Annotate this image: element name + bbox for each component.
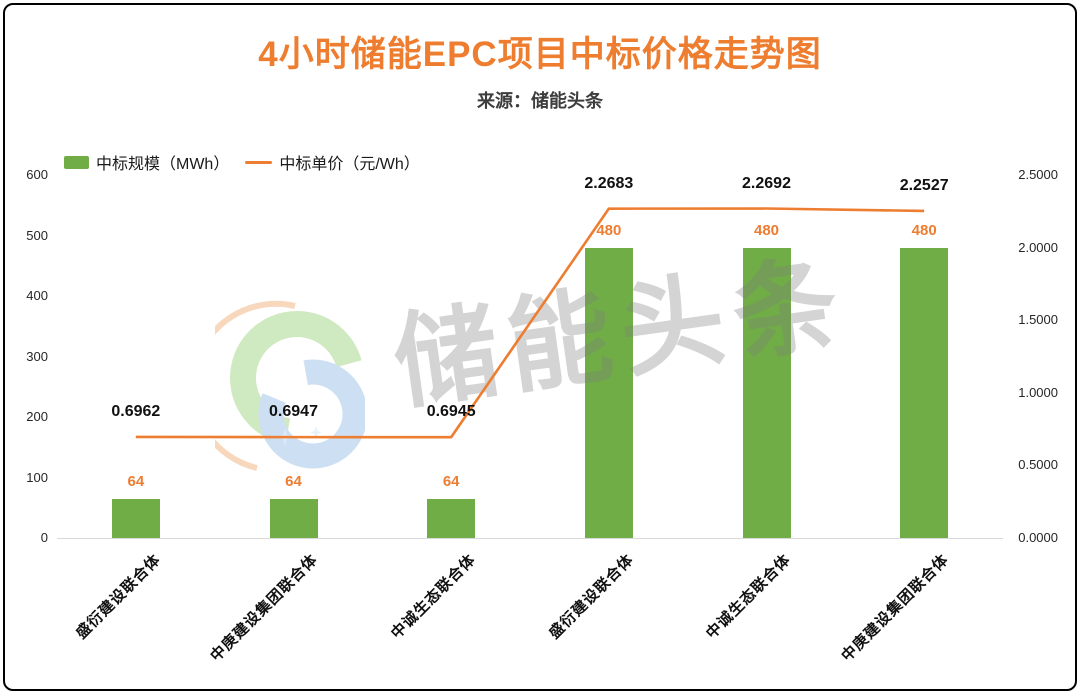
bar [742, 247, 791, 538]
bar-value-label: 64 [127, 473, 145, 491]
x-axis-label: 盛衍建设联合体 [545, 551, 637, 643]
y-axis-tick-right: 0.5000 [1018, 457, 1058, 473]
x-axis-label: 中庚建设集团联合体 [207, 551, 322, 665]
x-axis-label: 中庚建设集团联合体 [838, 551, 953, 665]
bar-series-swatch-icon [64, 155, 89, 169]
line-point-label: 2.2527 [899, 176, 949, 194]
y-axis-tick-left: 0 [40, 530, 48, 545]
y-axis-tick-right: 2.0000 [1018, 239, 1058, 255]
legend-item-bar-series: 中标规模（MWh） [64, 150, 229, 174]
x-axis-label: 中诚生态联合体 [388, 551, 480, 643]
x-axis-label: 盛衍建设联合体 [72, 551, 164, 643]
y-axis-tick-right: 1.5000 [1018, 312, 1058, 328]
x-axis-baseline [57, 537, 1003, 539]
y-axis-tick-left: 400 [26, 288, 48, 303]
bar [584, 247, 633, 538]
legend-label-line-series: 中标单价（元/Wh） [279, 156, 420, 173]
legend-item-line-series: 中标单价（元/Wh） [245, 150, 420, 174]
line-point-label: 0.6945 [426, 403, 476, 421]
legend: 中标规模（MWh） 中标单价（元/Wh） [64, 150, 420, 174]
chart-title: 4小时储能EPC项目中标价格走势图 [258, 35, 822, 74]
line-point-label: 0.6947 [269, 403, 318, 421]
y-axis-tick-right: 0.0000 [1018, 530, 1058, 545]
bar-value-label: 480 [596, 221, 622, 239]
bar-value-label: 64 [285, 473, 302, 491]
bar [269, 499, 318, 538]
line-point-label: 2.2683 [584, 174, 634, 192]
line-point-label: 0.6962 [111, 402, 161, 420]
y-axis-tick-left: 500 [26, 227, 48, 243]
y-axis-tick-left: 600 [26, 167, 48, 182]
y-axis-tick-left: 300 [26, 348, 48, 364]
x-axis-label: 中诚生态联合体 [703, 551, 795, 643]
bar-value-label: 64 [442, 473, 460, 491]
y-axis-tick-left: 100 [26, 469, 48, 485]
bar [427, 499, 476, 538]
bar [900, 247, 949, 538]
chart-subtitle: 来源：储能头条 [477, 91, 603, 111]
line-point-label: 2.2692 [742, 174, 791, 192]
legend-label-bar-series: 中标规模（MWh） [96, 156, 230, 173]
bar-value-label: 480 [911, 221, 937, 239]
watermark-logo-icon [215, 300, 365, 471]
y-axis-tick-left: 200 [26, 409, 48, 424]
bar [111, 499, 160, 538]
y-axis-tick-right: 1.0000 [1018, 384, 1058, 400]
y-axis-tick-right: 2.5000 [1018, 167, 1058, 182]
line-series-swatch-icon [245, 160, 273, 164]
bar-value-label: 480 [753, 221, 780, 239]
